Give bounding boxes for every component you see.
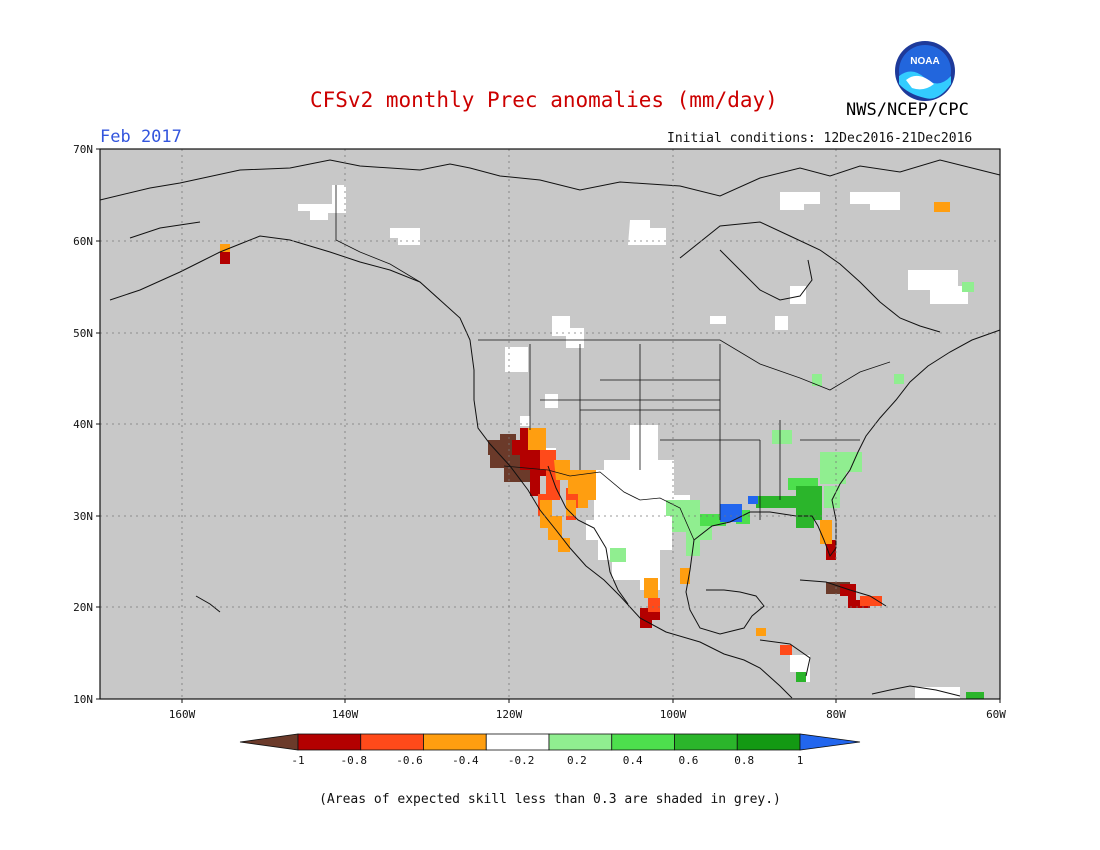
agency-label: NWS/NCEP/CPC xyxy=(846,100,969,120)
colorbar-label: -0.8 xyxy=(341,754,368,767)
colorbar-legend: -1 -0.8 -0.6 -0.4 -0.2 0.2 0.4 0.6 0.8 1 xyxy=(239,733,861,767)
colorbar-swatch xyxy=(297,733,362,751)
lon-label: 60W xyxy=(986,708,1006,721)
colorbar-label: 0.2 xyxy=(567,754,587,767)
lon-label: 160W xyxy=(169,708,196,721)
colorbar-swatch xyxy=(423,733,487,751)
colorbar-swatch xyxy=(548,733,613,751)
initial-conditions: Initial conditions: 12Dec2016-21Dec2016 xyxy=(667,131,973,146)
colorbar-label: -0.4 xyxy=(452,754,479,767)
lon-label: 120W xyxy=(496,708,523,721)
strong-wet-anomaly xyxy=(756,486,984,699)
colorbar-label: 0.8 xyxy=(734,754,754,767)
colorbar-low-arrow xyxy=(239,733,299,751)
lon-label: 100W xyxy=(660,708,687,721)
colorbar-label: -1 xyxy=(291,754,304,767)
noaa-logo-icon: NOAA xyxy=(895,41,955,101)
colorbar-swatch xyxy=(674,733,738,751)
graticule xyxy=(100,149,1000,699)
colorbar-swatch xyxy=(485,733,550,751)
colorbar-swatch xyxy=(360,733,424,751)
axis-ticks xyxy=(96,148,1001,703)
lon-label: 80W xyxy=(826,708,846,721)
colorbar-label: -0.2 xyxy=(508,754,535,767)
lat-label: 40N xyxy=(73,418,93,431)
skill-footnote: (Areas of expected skill less than 0.3 a… xyxy=(319,792,781,807)
logo-text: NOAA xyxy=(910,56,939,67)
very-wet-anomaly xyxy=(720,496,758,522)
lat-label: 60N xyxy=(73,235,93,248)
lat-label: 10N xyxy=(73,693,93,706)
colorbar-swatch xyxy=(736,733,801,751)
colorbar-swatch xyxy=(611,733,675,751)
colorbar-label: 0.4 xyxy=(623,754,643,767)
forecast-month: Feb 2017 xyxy=(100,127,182,147)
political-borders xyxy=(335,185,891,541)
colorbar-high-arrow xyxy=(799,733,861,751)
coastlines xyxy=(99,159,1001,699)
lat-label: 50N xyxy=(73,327,93,340)
lat-label: 20N xyxy=(73,601,93,614)
lon-label: 140W xyxy=(332,708,359,721)
colorbar-label: 1 xyxy=(797,754,804,767)
colorbar-label: -0.6 xyxy=(396,754,423,767)
colorbar-label: 0.6 xyxy=(679,754,699,767)
lat-label: 70N xyxy=(73,143,93,156)
chart-title: CFSv2 monthly Prec anomalies (mm/day) xyxy=(310,88,778,112)
lat-label: 30N xyxy=(73,510,93,523)
